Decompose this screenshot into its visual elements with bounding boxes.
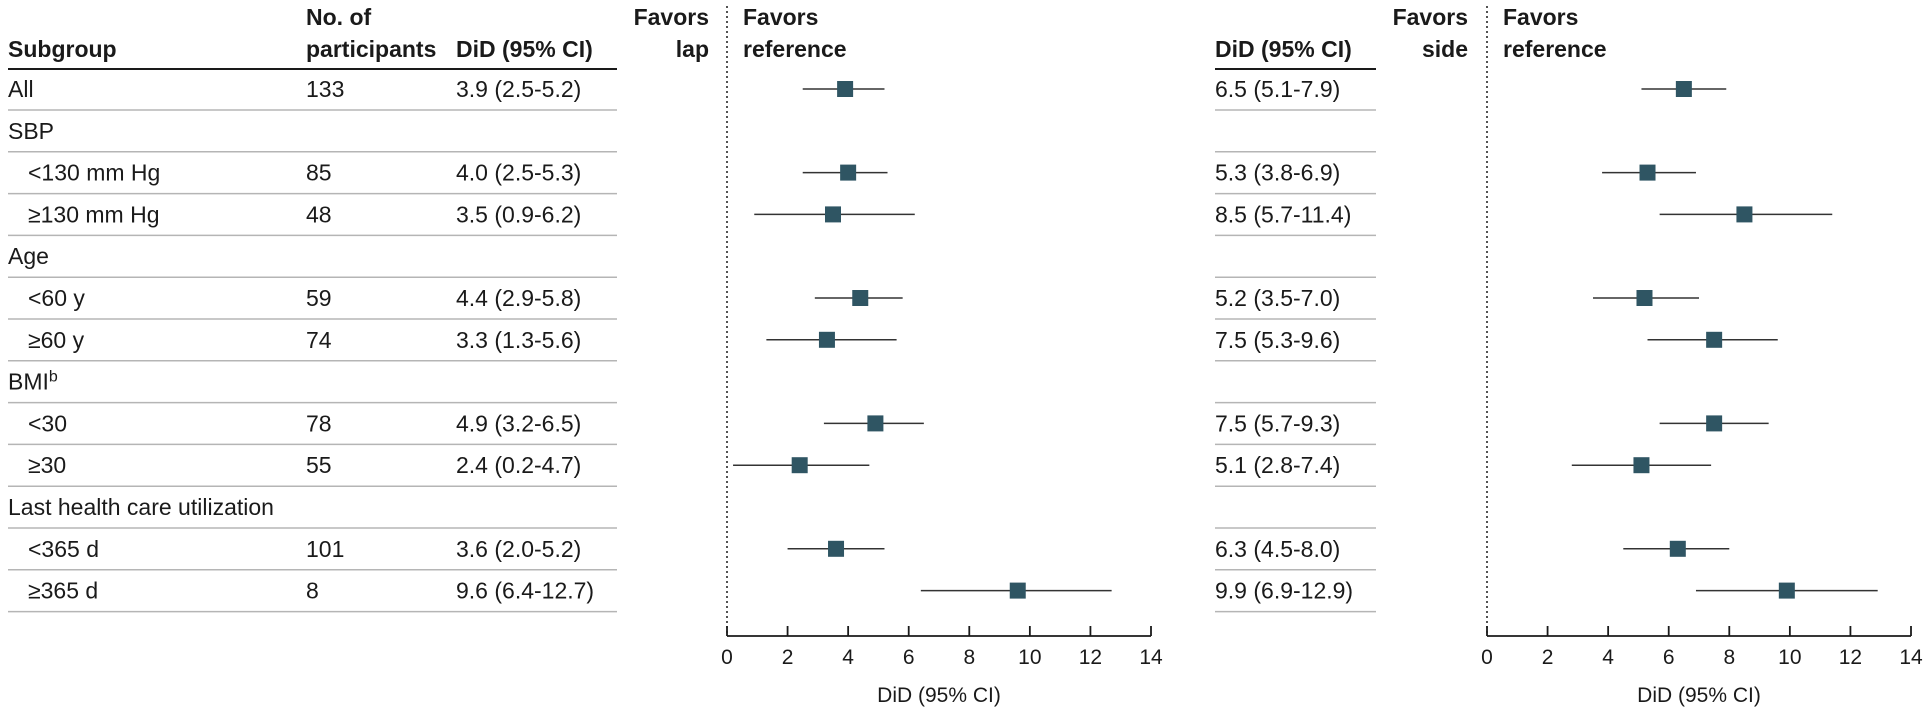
row-did-left: 4.4 (2.9-5.8) bbox=[456, 285, 581, 311]
row-label: <30 bbox=[28, 410, 67, 436]
point-estimate-marker bbox=[1669, 540, 1686, 557]
x-tick-label: 4 bbox=[842, 646, 854, 669]
row-label: ≥30 bbox=[28, 452, 66, 478]
row-did-left: 3.9 (2.5-5.2) bbox=[456, 76, 581, 102]
favors-left-line1: Favors bbox=[1393, 4, 1468, 30]
row-participants: 55 bbox=[306, 452, 332, 478]
row-participants: 74 bbox=[306, 327, 332, 353]
point-estimate-marker bbox=[818, 331, 835, 348]
x-tick-label: 14 bbox=[1139, 646, 1163, 669]
favors-right-line1: Favors bbox=[1503, 4, 1578, 30]
x-tick-label: 2 bbox=[782, 646, 794, 669]
row-participants: 8 bbox=[306, 578, 319, 604]
header-participants-line1: No. of bbox=[306, 4, 371, 30]
x-tick-label: 10 bbox=[1778, 646, 1801, 669]
x-tick-label: 4 bbox=[1602, 646, 1614, 669]
point-estimate-marker bbox=[1633, 457, 1650, 474]
row-label-superscript: b bbox=[49, 368, 58, 385]
row-participants: 133 bbox=[306, 76, 344, 102]
x-axis-title: DiD (95% CI) bbox=[1637, 684, 1761, 707]
row-label: Age bbox=[8, 243, 49, 269]
point-estimate-marker bbox=[791, 457, 808, 474]
row-label: Last health care utilization bbox=[8, 494, 274, 520]
x-tick-label: 12 bbox=[1079, 646, 1102, 669]
table-rows: All 133 3.9 (2.5-5.2) 6.5 (5.1-7.9) SBP <130 … bbox=[8, 76, 1376, 613]
row-label: <60 y bbox=[28, 285, 85, 311]
row-label: ≥130 mm Hg bbox=[28, 201, 160, 227]
point-estimate-marker bbox=[837, 81, 854, 97]
row-did-left: 2.4 (0.2-4.7) bbox=[456, 452, 581, 478]
row-did-left: 3.3 (1.3-5.6) bbox=[456, 327, 581, 353]
row-did-right: 6.5 (5.1-7.9) bbox=[1215, 76, 1340, 102]
favors-left-line2: side bbox=[1422, 36, 1468, 62]
x-tick-label: 8 bbox=[963, 646, 975, 669]
header-participants-line2: participants bbox=[306, 36, 436, 62]
row-did-left: 9.6 (6.4-12.7) bbox=[456, 578, 594, 604]
x-tick-label: 6 bbox=[1663, 646, 1675, 669]
point-estimate-marker bbox=[852, 290, 869, 306]
row-label: BMIb bbox=[8, 368, 58, 395]
header-did-right: DiD (95% CI) bbox=[1215, 36, 1352, 62]
favors-right-line2: reference bbox=[1503, 36, 1607, 62]
point-estimate-marker bbox=[1639, 164, 1656, 181]
x-tick-label: 0 bbox=[721, 646, 733, 669]
x-tick-label: 6 bbox=[903, 646, 915, 669]
x-tick-label: 10 bbox=[1018, 646, 1041, 669]
row-did-left: 3.5 (0.9-6.2) bbox=[456, 201, 581, 227]
point-estimate-marker bbox=[867, 415, 884, 432]
x-tick-label: 14 bbox=[1899, 646, 1923, 669]
row-label: ≥365 d bbox=[28, 578, 98, 604]
point-estimate-marker bbox=[1736, 206, 1753, 223]
row-did-right: 8.5 (5.7-11.4) bbox=[1215, 201, 1351, 227]
row-label: All bbox=[8, 76, 34, 102]
row-participants: 59 bbox=[306, 285, 332, 311]
row-participants: 85 bbox=[306, 160, 332, 186]
point-estimate-marker bbox=[825, 206, 841, 223]
point-estimate-marker bbox=[1778, 582, 1795, 599]
row-did-right: 5.3 (3.8-6.9) bbox=[1215, 160, 1340, 186]
x-tick-label: 8 bbox=[1723, 646, 1735, 669]
point-estimate-marker bbox=[840, 164, 857, 181]
header-subgroup: Subgroup bbox=[8, 36, 117, 62]
x-tick-label: 2 bbox=[1542, 646, 1554, 669]
row-did-left: 4.0 (2.5-5.3) bbox=[456, 160, 581, 186]
favors-left-line2: lap bbox=[676, 36, 709, 62]
row-label: SBP bbox=[8, 118, 54, 144]
row-did-right: 7.5 (5.3-9.6) bbox=[1215, 327, 1340, 353]
row-label: ≥60 y bbox=[28, 327, 85, 353]
point-estimate-marker bbox=[1706, 415, 1723, 432]
row-participants: 78 bbox=[306, 410, 332, 436]
point-estimate-marker bbox=[828, 540, 845, 557]
x-axis-title: DiD (95% CI) bbox=[877, 684, 1001, 707]
row-did-right: 7.5 (5.7-9.3) bbox=[1215, 410, 1340, 436]
row-did-right: 6.3 (4.5-8.0) bbox=[1215, 536, 1340, 562]
row-did-left: 3.6 (2.0-5.2) bbox=[456, 536, 581, 562]
row-did-right: 5.2 (3.5-7.0) bbox=[1215, 285, 1340, 311]
point-estimate-marker bbox=[1675, 81, 1692, 97]
row-label: <130 mm Hg bbox=[28, 160, 160, 186]
row-did-right: 9.9 (6.9-12.9) bbox=[1215, 578, 1353, 604]
row-label: <365 d bbox=[28, 536, 99, 562]
header-did-left: DiD (95% CI) bbox=[456, 36, 593, 62]
x-tick-label: 0 bbox=[1481, 646, 1493, 669]
x-tick-label: 12 bbox=[1839, 646, 1862, 669]
forest-panel-right: Favors side Favors reference 0 2 4 6 8 10 12 14 DiD … bbox=[1393, 4, 1923, 707]
point-estimate-marker bbox=[1706, 331, 1723, 348]
row-did-right: 5.1 (2.8-7.4) bbox=[1215, 452, 1340, 478]
row-participants: 48 bbox=[306, 201, 332, 227]
favors-right-line1: Favors bbox=[743, 4, 818, 30]
row-participants: 101 bbox=[306, 536, 344, 562]
row-did-left: 4.9 (3.2-6.5) bbox=[456, 410, 581, 436]
point-estimate-marker bbox=[1636, 290, 1653, 306]
favors-left-line1: Favors bbox=[634, 4, 709, 30]
point-estimate-marker bbox=[1009, 582, 1026, 599]
favors-right-line2: reference bbox=[743, 36, 847, 62]
forest-panel-left: Favors lap Favors reference 0 2 4 6 8 10 12 14 DiD (… bbox=[634, 4, 1163, 707]
